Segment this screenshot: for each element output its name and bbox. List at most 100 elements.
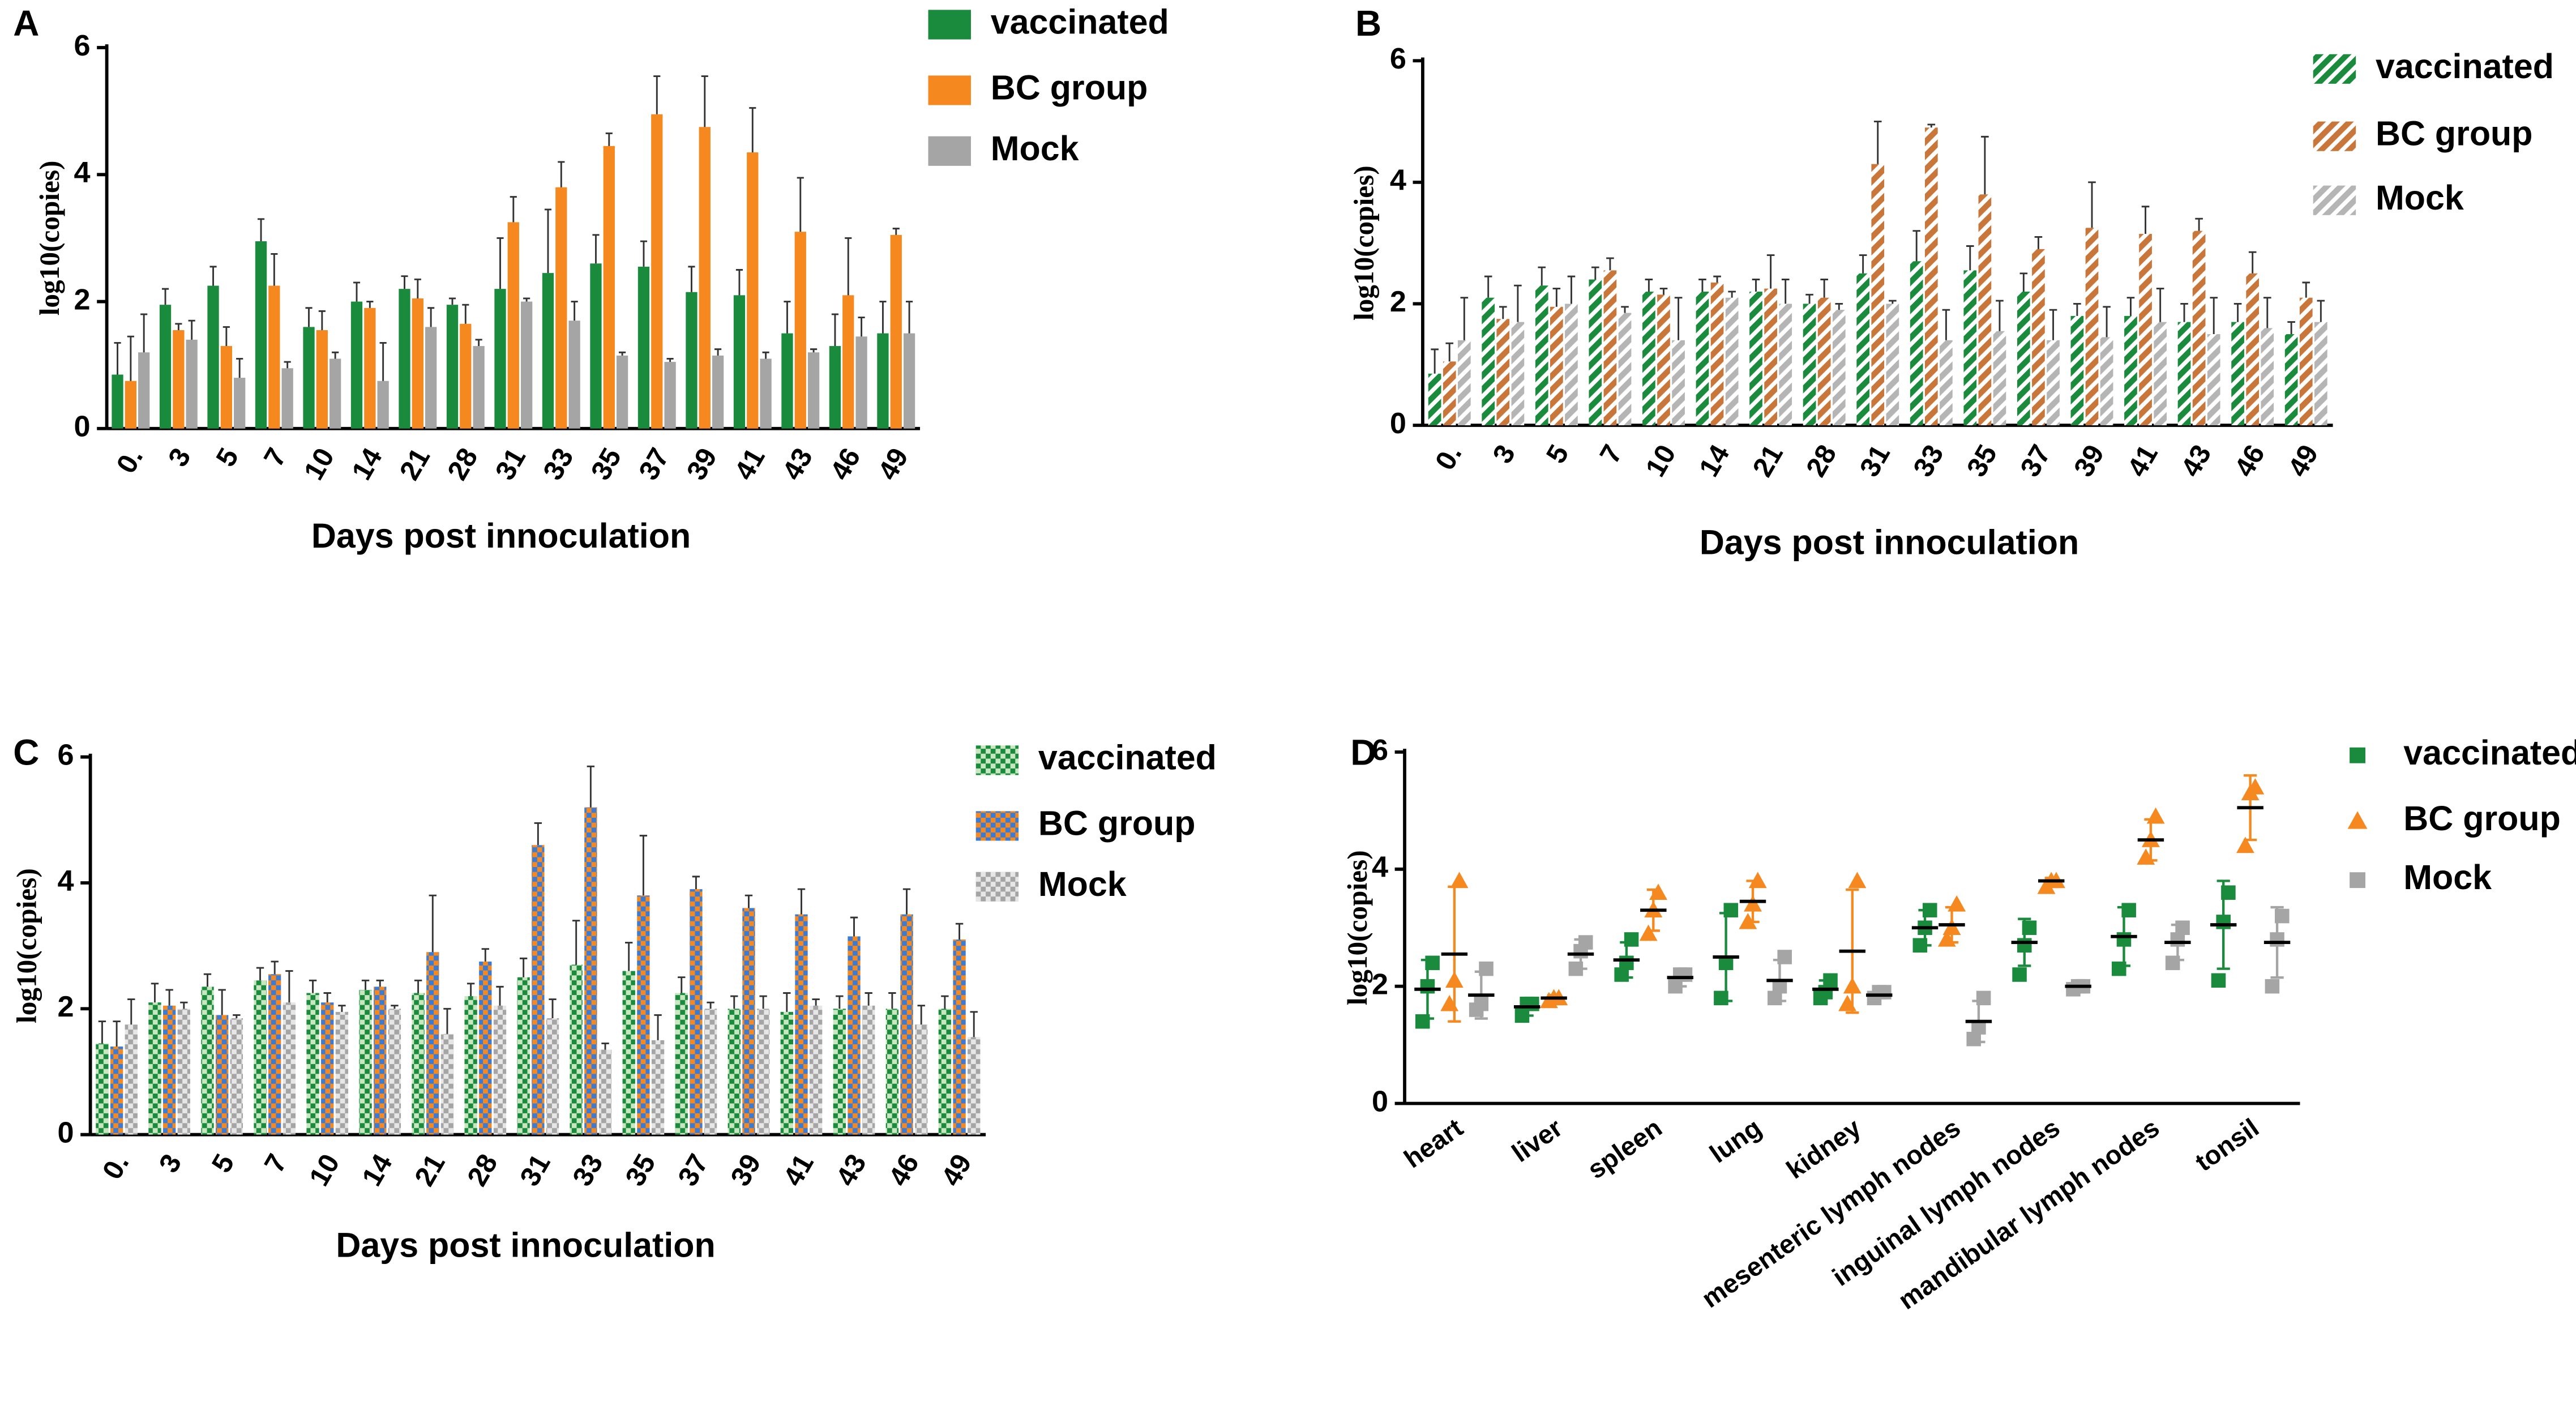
error-bar bbox=[114, 341, 121, 375]
error-bar bbox=[845, 237, 852, 296]
error-bar bbox=[1781, 279, 1790, 304]
bar bbox=[712, 355, 724, 429]
data-point bbox=[2211, 973, 2226, 988]
x-axis-label: Days post innoculation bbox=[336, 1226, 715, 1265]
x-tick-label: 14 bbox=[356, 1148, 399, 1191]
error-bar bbox=[165, 989, 173, 1006]
bar bbox=[2192, 230, 2206, 425]
bar bbox=[1803, 304, 1816, 425]
error-bar bbox=[1835, 302, 1843, 310]
bar bbox=[255, 241, 267, 429]
data-point bbox=[2236, 836, 2254, 853]
error-bar bbox=[140, 313, 148, 353]
error-bar bbox=[571, 301, 578, 321]
bar bbox=[159, 305, 172, 429]
error-bar bbox=[2317, 300, 2325, 322]
legend-swatch bbox=[975, 872, 1019, 902]
bar bbox=[125, 1024, 138, 1135]
error-bar bbox=[218, 989, 226, 1015]
bar bbox=[321, 1002, 334, 1135]
bar bbox=[2246, 273, 2260, 425]
error-bar bbox=[762, 351, 769, 359]
x-tick-label: 21 bbox=[393, 443, 436, 485]
error-bar bbox=[1659, 288, 1668, 295]
error-bar bbox=[271, 960, 279, 975]
bar bbox=[1482, 297, 1495, 425]
bar bbox=[234, 378, 246, 429]
bar bbox=[2231, 322, 2244, 425]
legend-swatch bbox=[2313, 54, 2356, 84]
error-bar bbox=[784, 301, 791, 334]
error-bar bbox=[1927, 123, 1936, 128]
data-point bbox=[2146, 807, 2165, 824]
legend-swatch bbox=[928, 10, 971, 40]
x-tick-label: 7 bbox=[1594, 439, 1628, 468]
bar bbox=[2261, 328, 2274, 425]
x-tick-label: 31 bbox=[1854, 439, 1896, 482]
bar bbox=[675, 993, 688, 1135]
error-bar bbox=[323, 992, 331, 1003]
error-bar bbox=[858, 317, 865, 337]
bar bbox=[281, 368, 293, 429]
error-bar bbox=[534, 822, 542, 845]
x-tick-label: 0. bbox=[110, 443, 149, 479]
bar bbox=[1603, 270, 1617, 425]
error-bar bbox=[2034, 236, 2043, 249]
bar bbox=[862, 1005, 875, 1135]
x-tick-label: 41 bbox=[729, 443, 771, 485]
bar bbox=[651, 1040, 665, 1135]
legend-label: BC group bbox=[991, 69, 1148, 107]
bar bbox=[885, 1009, 899, 1135]
error-bar bbox=[1484, 275, 1492, 298]
bar bbox=[96, 1043, 109, 1135]
error-bar bbox=[161, 288, 169, 305]
x-tick-label: 43 bbox=[830, 1149, 872, 1192]
bar bbox=[230, 1018, 243, 1135]
x-tick-label: 33 bbox=[537, 443, 580, 485]
y-tick-label: 6 bbox=[74, 29, 91, 62]
data-point bbox=[1649, 883, 1667, 900]
bar bbox=[728, 1009, 741, 1135]
error-bar bbox=[2088, 181, 2096, 228]
bar bbox=[2207, 334, 2220, 425]
bar bbox=[1832, 310, 1846, 425]
error-bar bbox=[2049, 309, 2057, 340]
error-bar bbox=[970, 1011, 978, 1037]
error-bar bbox=[151, 983, 159, 1003]
legend-label: Mock bbox=[991, 129, 1079, 168]
error-bar bbox=[1552, 288, 1561, 307]
bar bbox=[742, 908, 755, 1135]
bar bbox=[1963, 270, 1977, 425]
bar bbox=[2177, 322, 2191, 425]
error-bar bbox=[2287, 321, 2295, 335]
error-bar bbox=[2126, 297, 2135, 316]
error-bar bbox=[587, 765, 595, 808]
x-tick-label: 49 bbox=[2282, 439, 2325, 482]
x-tick-label: 3 bbox=[153, 1149, 187, 1178]
panel-label: B bbox=[1355, 3, 1381, 44]
bar bbox=[1696, 291, 1709, 425]
x-tick-label: 37 bbox=[672, 1149, 714, 1192]
bar bbox=[2032, 249, 2045, 425]
bar bbox=[699, 127, 711, 429]
error-bar bbox=[810, 348, 818, 353]
bar bbox=[177, 1009, 190, 1135]
bar bbox=[795, 914, 808, 1135]
bar bbox=[460, 323, 472, 429]
error-bar bbox=[203, 973, 212, 987]
bar bbox=[112, 374, 123, 429]
legend-label: vaccinated bbox=[1038, 738, 1217, 777]
x-tick-label: 10 bbox=[303, 1149, 346, 1192]
x-tick-label: 28 bbox=[442, 443, 484, 485]
error-bar bbox=[2248, 251, 2257, 274]
bar bbox=[1764, 288, 1777, 425]
x-tick-label: 5 bbox=[206, 1149, 240, 1178]
x-tick-label: 0. bbox=[96, 1149, 135, 1185]
bar bbox=[388, 1009, 401, 1135]
x-tick-label: 46 bbox=[824, 443, 867, 485]
error-bar bbox=[1606, 257, 1614, 271]
legend-marker bbox=[2347, 811, 2368, 829]
bar bbox=[268, 974, 281, 1135]
error-bar bbox=[519, 957, 528, 977]
